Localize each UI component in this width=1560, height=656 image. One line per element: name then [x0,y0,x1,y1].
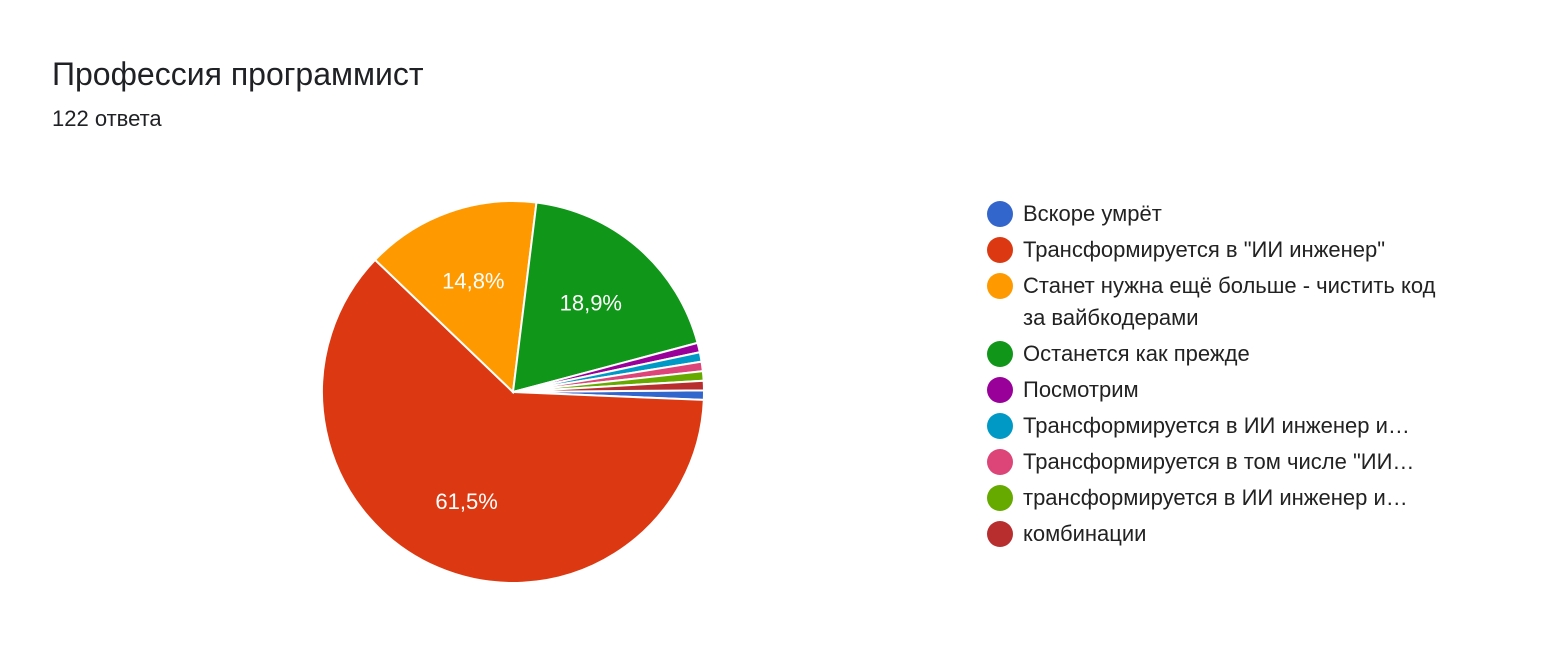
legend-item[interactable]: Трансформируется в ИИ инженер и… [987,410,1507,442]
slice-percent-label: 18,9% [560,291,622,316]
legend-label: Посмотрим [1023,377,1139,402]
legend-item[interactable]: комбинации [987,518,1507,550]
legend-color-dot-icon [987,273,1013,299]
legend-label: Останется как прежде [1023,341,1250,366]
legend-color-dot-icon [987,485,1013,511]
legend-label: Трансформируется в ИИ инженер и… [1023,413,1410,438]
legend-item[interactable]: трансформируется в ИИ инженер и… [987,482,1507,514]
legend-item[interactable]: Останется как прежде [987,338,1507,370]
legend-item[interactable]: Посмотрим [987,374,1507,406]
pie-slice[interactable] [321,258,705,584]
chart-title: Профессия программист [52,56,424,92]
legend-color-dot-icon [987,377,1013,403]
legend-item[interactable]: Трансформируется в том числе "ИИ… [987,446,1507,478]
legend-label: комбинации [1023,521,1147,546]
legend-color-dot-icon [987,413,1013,439]
legend-color-dot-icon [987,341,1013,367]
legend-item[interactable]: Станет нужна ещё больше - чистить код за… [987,270,1507,334]
pie-slice[interactable] [373,200,538,395]
legend-item[interactable]: Вскоре умрёт [987,198,1507,230]
legend-color-dot-icon [987,521,1013,547]
legend-label: трансформируется в ИИ инженер и… [1023,485,1408,510]
response-count: 122 ответа [52,106,162,131]
legend-label: Трансформируется в том числе "ИИ… [1023,449,1415,474]
pie-slice[interactable] [512,379,706,393]
legend-label: Трансформируется в "ИИ инженер" [1023,237,1386,262]
pie-slice[interactable] [511,201,699,394]
legend-color-dot-icon [987,237,1013,263]
legend: Вскоре умрёт Трансформируется в "ИИ инжен… [987,198,1507,554]
legend-label: Вскоре умрёт [1023,201,1162,226]
slice-percent-label: 14,8% [442,268,504,293]
slice-percent-label: 61,5% [435,489,497,514]
legend-color-dot-icon [987,201,1013,227]
legend-label: Станет нужна ещё больше - чистить код за… [1023,273,1436,330]
legend-color-dot-icon [987,449,1013,475]
legend-item[interactable]: Трансформируется в "ИИ инженер" [987,234,1507,266]
